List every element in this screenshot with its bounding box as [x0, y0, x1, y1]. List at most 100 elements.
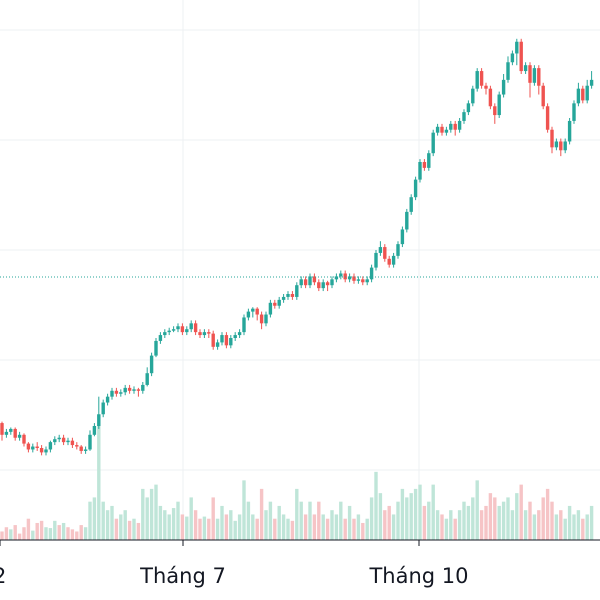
volume-bar — [290, 520, 295, 540]
candle-body — [422, 162, 427, 168]
volume-bar — [75, 531, 79, 540]
volume-bar — [400, 488, 405, 540]
volume-bar — [229, 510, 233, 540]
volume-bar — [83, 527, 88, 540]
volume-bar — [449, 510, 453, 540]
volume-bar — [132, 518, 136, 540]
candle-body — [193, 323, 198, 333]
candle-body — [268, 302, 273, 315]
volume-bar — [273, 518, 277, 540]
candle-body — [488, 88, 493, 107]
candle-body — [17, 434, 22, 438]
candle-body — [396, 244, 400, 256]
volume-bar — [567, 505, 572, 540]
candle-body — [202, 332, 207, 336]
volume-bar — [466, 505, 471, 540]
candle-body — [167, 330, 171, 333]
volume-bar — [545, 488, 550, 540]
candle-body — [453, 123, 457, 130]
volume-bar — [35, 522, 39, 540]
volume-bar — [242, 480, 246, 540]
volume-bar — [405, 497, 409, 540]
candle-body — [339, 273, 343, 277]
candle-body — [255, 308, 259, 315]
volume-bar — [550, 501, 554, 540]
volume-bar — [281, 514, 286, 540]
volume-bar — [532, 514, 537, 540]
volume-bar — [334, 514, 339, 540]
volume-bar — [224, 514, 229, 540]
candle-body — [554, 141, 559, 148]
volume-bar — [356, 514, 361, 540]
volume-bar — [303, 514, 308, 540]
volume-bar — [299, 501, 303, 540]
candle-body — [387, 258, 391, 265]
candles — [0, 38, 594, 456]
candle-body — [365, 279, 369, 283]
volume-bar — [378, 493, 383, 540]
volume-bar — [268, 501, 273, 540]
candle-body — [92, 426, 97, 435]
candle-body — [13, 428, 17, 438]
candle-body — [334, 276, 339, 280]
candle-body — [484, 85, 488, 89]
volume-bar — [563, 518, 567, 540]
volume-bar — [198, 518, 202, 540]
volume-bar — [264, 510, 268, 540]
x-tick-label-thang-10: Tháng 10 — [368, 564, 468, 588]
volume-bar — [343, 518, 347, 540]
candle-body — [493, 106, 497, 116]
candle-body — [506, 62, 510, 80]
candle-body — [229, 338, 233, 346]
volume-bar — [523, 510, 528, 540]
candle-body — [378, 247, 383, 253]
volume-bar — [105, 510, 110, 540]
volume-bar — [70, 529, 75, 540]
volume-bar — [26, 518, 31, 540]
volume-bar — [528, 501, 532, 540]
candle-body — [44, 449, 48, 453]
volume-bar — [97, 425, 101, 540]
volume-bar — [149, 488, 154, 540]
candle-body — [70, 440, 75, 446]
x-tick-label-thang-7: Tháng 7 — [139, 564, 226, 588]
volume-bar — [211, 497, 215, 540]
volume-bar — [237, 514, 242, 540]
candle-body — [356, 279, 361, 281]
candle-body — [413, 179, 418, 198]
volume-bar — [163, 510, 167, 540]
volume-bar — [246, 501, 251, 540]
volume-bar — [88, 501, 92, 540]
volume-bar — [581, 518, 585, 540]
volume-bar — [176, 501, 180, 540]
volume-bar — [31, 530, 35, 540]
candle-body — [220, 335, 224, 343]
volume-bar — [431, 484, 435, 540]
candle-body — [189, 323, 193, 330]
volume-bar — [189, 497, 193, 540]
volume-bar — [136, 522, 141, 540]
candle-body — [462, 112, 466, 121]
volume-bar — [39, 520, 44, 540]
candle-body — [585, 85, 589, 101]
candle-body — [35, 446, 39, 448]
volume-bar — [193, 510, 198, 540]
candle-body — [233, 335, 237, 338]
volume-bar — [171, 508, 176, 540]
candle-body — [141, 384, 145, 391]
candle-body — [369, 267, 374, 280]
candle-body — [224, 335, 229, 346]
candle-body — [581, 88, 585, 101]
candle-body — [479, 71, 484, 86]
candle-body — [572, 103, 576, 121]
candle-body — [53, 439, 57, 443]
candle-body — [343, 273, 347, 280]
candle-body — [545, 106, 550, 130]
candle-body — [127, 387, 132, 391]
volume-bar — [17, 533, 22, 540]
volume-bar — [409, 493, 413, 540]
time-axis-ticks: Tháng 7 Tháng 10 2 — [0, 540, 469, 588]
candle-body — [510, 53, 515, 63]
